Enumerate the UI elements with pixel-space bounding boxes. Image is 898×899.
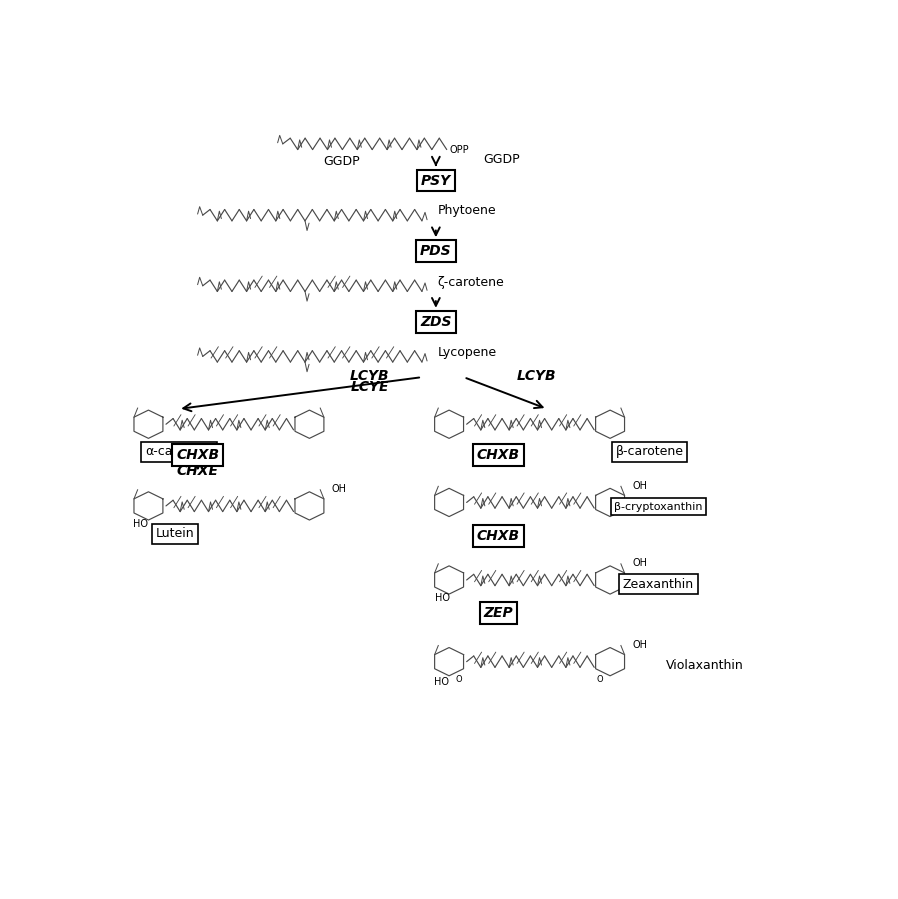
Text: LCYB: LCYB — [350, 369, 390, 383]
Text: OH: OH — [332, 485, 347, 494]
Text: HO: HO — [434, 677, 449, 687]
Text: GGDP: GGDP — [484, 153, 520, 165]
Text: α-carotene: α-carotene — [145, 445, 213, 458]
Text: HO: HO — [436, 593, 450, 603]
Text: CHXB: CHXB — [176, 449, 219, 462]
Text: OH: OH — [632, 558, 647, 568]
Text: HO: HO — [133, 520, 148, 530]
Text: LCYE: LCYE — [350, 380, 389, 394]
Text: CHXB: CHXB — [477, 449, 520, 462]
Text: O: O — [456, 674, 462, 683]
Text: ZDS: ZDS — [420, 315, 452, 329]
Text: OPP: OPP — [450, 145, 469, 155]
Text: Lutein: Lutein — [155, 527, 194, 540]
Text: O: O — [597, 674, 603, 683]
Text: ζ-carotene: ζ-carotene — [437, 276, 504, 289]
Text: OH: OH — [632, 481, 647, 491]
Text: OH: OH — [632, 640, 647, 650]
Text: CHXE: CHXE — [177, 464, 219, 477]
Text: PDS: PDS — [420, 245, 452, 258]
Text: Lycopene: Lycopene — [437, 346, 497, 360]
Text: β-cryptoxanthin: β-cryptoxanthin — [614, 502, 703, 512]
Text: Zeaxanthin: Zeaxanthin — [623, 578, 694, 591]
Text: GGDP: GGDP — [323, 155, 360, 168]
Text: CHXB: CHXB — [477, 530, 520, 543]
Text: β-carotene: β-carotene — [616, 445, 684, 458]
Text: Violaxanthin: Violaxanthin — [665, 659, 744, 672]
Text: PSY: PSY — [421, 174, 451, 188]
Text: LCYB: LCYB — [517, 369, 557, 383]
Text: Phytoene: Phytoene — [437, 204, 496, 217]
Text: ZEP: ZEP — [484, 606, 514, 620]
